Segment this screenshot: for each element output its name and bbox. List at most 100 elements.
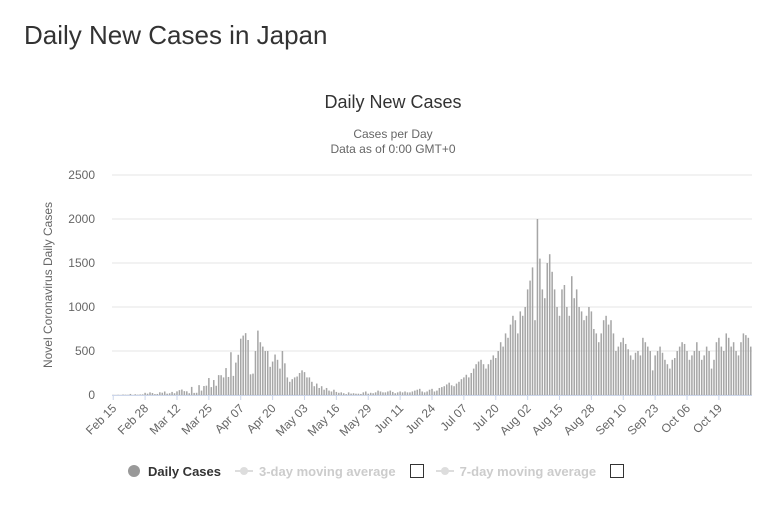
bar[interactable] xyxy=(330,391,333,395)
bar[interactable] xyxy=(553,289,556,395)
bar[interactable] xyxy=(561,289,563,395)
bar[interactable] xyxy=(259,342,262,395)
bar[interactable] xyxy=(504,333,507,395)
bar[interactable] xyxy=(458,381,460,395)
bar[interactable] xyxy=(323,389,325,395)
bar[interactable] xyxy=(539,258,541,395)
bar[interactable] xyxy=(477,361,480,395)
bar[interactable] xyxy=(423,392,426,395)
bar[interactable] xyxy=(490,359,492,395)
bar[interactable] xyxy=(610,320,612,395)
bar[interactable] xyxy=(470,373,472,395)
bar[interactable] xyxy=(544,298,546,395)
bar[interactable] xyxy=(742,333,745,395)
bar[interactable] xyxy=(129,393,132,395)
bar[interactable] xyxy=(365,391,367,395)
bar[interactable] xyxy=(524,307,526,395)
bar[interactable] xyxy=(526,289,529,395)
bar[interactable] xyxy=(708,351,710,395)
bar[interactable] xyxy=(696,342,698,395)
bar[interactable] xyxy=(409,392,411,395)
bar[interactable] xyxy=(615,351,617,395)
bar[interactable] xyxy=(379,391,382,395)
bar[interactable] xyxy=(235,362,237,395)
bar[interactable] xyxy=(519,311,522,395)
bar[interactable] xyxy=(284,363,286,395)
bar[interactable] xyxy=(627,349,629,395)
bar[interactable] xyxy=(745,335,747,395)
bar[interactable] xyxy=(730,346,732,395)
bar[interactable] xyxy=(232,375,235,395)
legend-item-daily-cases[interactable]: Daily Cases xyxy=(128,464,221,479)
bar[interactable] xyxy=(654,355,656,395)
bar[interactable] xyxy=(281,351,284,395)
bar[interactable] xyxy=(686,351,688,395)
bar[interactable] xyxy=(713,359,715,395)
bar[interactable] xyxy=(266,351,269,395)
bar[interactable] xyxy=(453,386,455,395)
bar[interactable] xyxy=(607,324,610,395)
bar[interactable] xyxy=(247,340,249,395)
bar[interactable] xyxy=(227,376,230,395)
bar[interactable] xyxy=(740,342,742,395)
bar[interactable] xyxy=(494,358,497,395)
bar[interactable] xyxy=(465,374,468,395)
bar[interactable] xyxy=(472,368,475,395)
bar[interactable] xyxy=(357,393,360,395)
bar[interactable] xyxy=(700,359,703,395)
bar[interactable] xyxy=(249,374,252,395)
bar[interactable] xyxy=(580,311,583,395)
bar[interactable] xyxy=(406,392,409,395)
bar[interactable] xyxy=(252,373,254,395)
bar[interactable] xyxy=(718,337,720,395)
bar[interactable] xyxy=(642,337,644,395)
bar[interactable] xyxy=(514,320,517,395)
bar[interactable] xyxy=(571,276,573,395)
bar[interactable] xyxy=(139,394,141,395)
bar[interactable] xyxy=(463,377,465,395)
bar[interactable] xyxy=(374,392,377,395)
bar[interactable] xyxy=(661,352,664,395)
bar[interactable] xyxy=(750,346,752,395)
bar[interactable] xyxy=(620,342,622,395)
bar[interactable] xyxy=(551,271,553,395)
bar[interactable] xyxy=(593,329,595,395)
bar[interactable] xyxy=(732,342,735,395)
bar[interactable] xyxy=(242,335,244,395)
bar[interactable] xyxy=(335,391,338,395)
bar[interactable] xyxy=(171,391,173,395)
legend-item-3-day-average[interactable]: 3-day moving average xyxy=(235,464,396,479)
bar[interactable] xyxy=(416,389,419,395)
bar[interactable] xyxy=(178,390,181,395)
legend-item-7-day-average[interactable]: 7-day moving average xyxy=(435,464,596,479)
bar[interactable] xyxy=(156,393,159,395)
bar[interactable] xyxy=(414,390,416,395)
bar[interactable] xyxy=(306,377,308,395)
bar[interactable] xyxy=(362,392,365,395)
bar[interactable] xyxy=(480,359,482,395)
bar[interactable] xyxy=(382,392,384,395)
bar[interactable] xyxy=(558,315,561,395)
bar[interactable] xyxy=(727,337,730,395)
bar[interactable] xyxy=(352,393,355,395)
bar[interactable] xyxy=(431,388,433,395)
bar[interactable] xyxy=(703,355,705,395)
bar[interactable] xyxy=(239,338,242,395)
bar[interactable] xyxy=(198,385,200,395)
bar[interactable] xyxy=(737,355,740,395)
bar[interactable] xyxy=(676,351,678,395)
bar[interactable] xyxy=(237,354,240,395)
bar[interactable] xyxy=(333,389,335,395)
bar[interactable] xyxy=(328,390,330,395)
bar[interactable] xyxy=(168,393,171,395)
bar[interactable] xyxy=(436,390,438,395)
bar[interactable] xyxy=(181,389,183,395)
bar[interactable] xyxy=(367,393,370,395)
bar[interactable] xyxy=(347,392,350,395)
bar[interactable] xyxy=(678,346,681,395)
bar[interactable] xyxy=(583,320,585,395)
bar[interactable] xyxy=(144,392,146,395)
bar[interactable] xyxy=(369,392,372,395)
bar[interactable] xyxy=(548,254,551,395)
bar[interactable] xyxy=(404,391,406,395)
